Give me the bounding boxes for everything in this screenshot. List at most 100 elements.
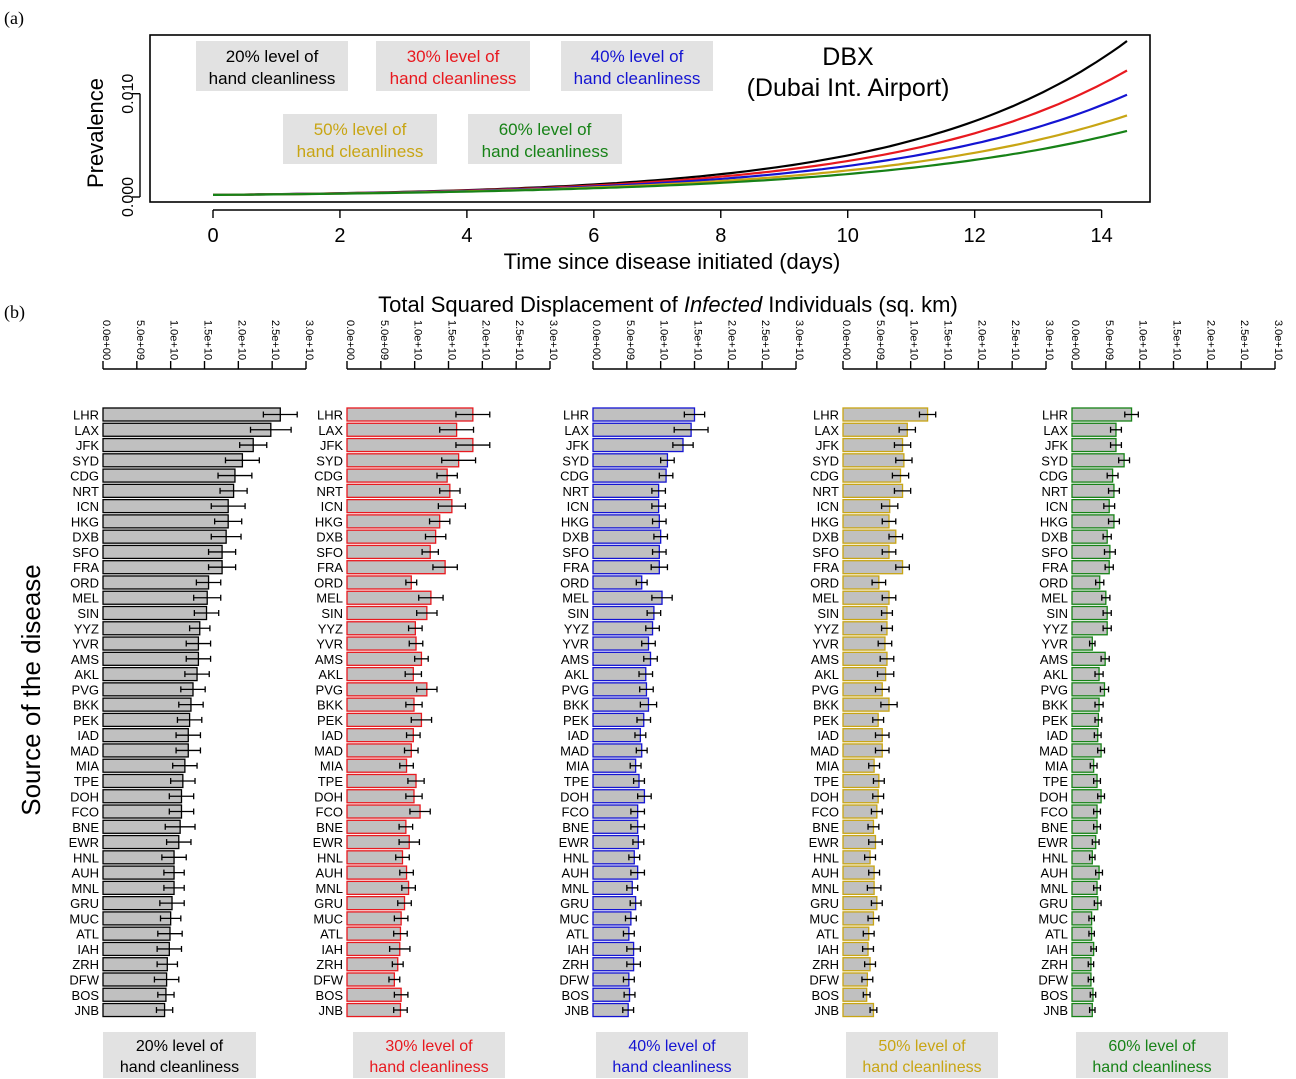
category-label: BKK <box>73 698 99 713</box>
category-label: PVG <box>812 682 839 697</box>
bar-hnl <box>592 850 635 865</box>
category-label: YVR <box>562 637 589 652</box>
x-tick-label: 12 <box>964 225 986 247</box>
category-label: TPE <box>1043 774 1069 789</box>
bar-sfo <box>592 544 660 560</box>
category-label: EWR <box>559 835 589 850</box>
category-label: HKG <box>1040 514 1068 529</box>
category-label: SIN <box>321 606 343 621</box>
panel-label-line2: hand cleanliness <box>369 1059 488 1076</box>
category-label: MAD <box>560 743 589 758</box>
category-label: ICN <box>77 499 99 514</box>
category-label: ORD <box>314 575 343 590</box>
category-label: BKK <box>317 698 343 713</box>
bar-akl <box>592 666 647 682</box>
category-label: MAD <box>314 743 343 758</box>
category-label: DXB <box>562 530 589 545</box>
category-label: JNB <box>318 1003 343 1018</box>
category-label: BKK <box>1042 698 1068 713</box>
category-label: PVG <box>72 682 99 697</box>
panel-label-bg <box>353 1032 505 1078</box>
category-label: DXB <box>316 530 343 545</box>
bar-bos <box>346 987 402 1002</box>
category-label: ZRH <box>812 957 839 972</box>
top-axis-tick-label: 5.0e+09 <box>378 320 390 360</box>
category-label: GRU <box>70 896 99 911</box>
x-tick-label: 6 <box>588 225 599 247</box>
bar-ord <box>592 575 643 590</box>
category-label: IAH <box>567 942 589 957</box>
y-tick-label: 0.010 <box>120 74 137 114</box>
bar-cdg <box>592 468 667 483</box>
x-tick-label: 4 <box>461 225 472 247</box>
category-label: GRU <box>560 896 589 911</box>
category-label: YVR <box>72 637 99 652</box>
x-tick-label: 0 <box>207 225 218 247</box>
category-label: FCO <box>316 805 343 820</box>
category-label: DOH <box>560 789 589 804</box>
category-label: AMS <box>315 652 344 667</box>
airport-name: (Dubai Int. Airport) <box>747 74 950 102</box>
source-axis-label: Source of the disease <box>16 564 46 816</box>
category-label: EWR <box>1038 835 1068 850</box>
category-label: FCO <box>562 805 589 820</box>
category-label: SYD <box>316 453 343 468</box>
legend-text-line1: 40% level of <box>591 47 684 66</box>
category-label: SYD <box>562 453 589 468</box>
top-axis-tick-label: 0.0e+00 <box>100 320 112 360</box>
category-label: NRT <box>563 484 590 499</box>
category-label: BOS <box>812 988 840 1003</box>
category-label: YVR <box>1041 637 1068 652</box>
bar-gru <box>346 895 406 911</box>
bar-yvr <box>346 636 417 651</box>
category-label: AUH <box>812 866 839 881</box>
category-label: IAH <box>321 942 343 957</box>
category-label: BNE <box>812 820 839 835</box>
category-label: LHR <box>563 408 589 423</box>
bar-ams <box>346 651 423 666</box>
category-label: AMS <box>71 652 100 667</box>
category-label: ZRH <box>1041 957 1068 972</box>
category-label: ICN <box>567 499 589 514</box>
top-axis-tick-label: 1.0e+10 <box>908 320 920 360</box>
bar-atl <box>346 926 402 941</box>
panel-label-line1: 60% level of <box>1108 1038 1196 1055</box>
top-axis-tick-label: 2.0e+10 <box>975 320 987 360</box>
category-label: IAD <box>567 728 589 743</box>
top-axis-tick-label: 1.0e+10 <box>658 320 670 360</box>
top-axis-tick-label: 2.5e+10 <box>1009 320 1021 360</box>
category-label: SYD <box>1041 453 1068 468</box>
legend-box-3: 40% level of hand cleanliness <box>561 41 713 91</box>
bar-jnb <box>842 1002 875 1018</box>
category-label: AUH <box>72 866 99 881</box>
category-label: GRU <box>810 896 839 911</box>
category-label: ORD <box>1039 575 1068 590</box>
category-label: MIA <box>566 759 589 774</box>
bar-lax <box>102 422 272 437</box>
category-label: YYZ <box>74 621 99 636</box>
category-label: SFO <box>562 545 589 560</box>
category-label: TPE <box>814 774 840 789</box>
bar-bos <box>102 987 167 1002</box>
top-axis-tick-label: 1.5e+10 <box>692 320 704 360</box>
category-label: BKK <box>813 698 839 713</box>
category-label: MUC <box>313 911 343 926</box>
top-axis-tick-label: 3.0e+10 <box>547 320 559 360</box>
category-label: SFO <box>1041 545 1068 560</box>
category-label: SIN <box>817 606 839 621</box>
top-axis-tick-label: 2.5e+10 <box>269 320 281 360</box>
category-label: HNL <box>813 850 839 865</box>
legend-text-line1: 50% level of <box>314 120 407 139</box>
category-label: DFW <box>1038 972 1068 987</box>
bar-doh <box>592 789 646 804</box>
panel-label-line2: hand cleanliness <box>1092 1059 1211 1076</box>
bar-pvg <box>346 682 428 697</box>
bar-gru <box>592 895 637 911</box>
legend-box-4: 50% level of hand cleanliness <box>283 114 437 164</box>
bar-sin <box>346 605 428 621</box>
category-label: DOH <box>810 789 839 804</box>
bar-panel-1: 0.0e+00 5.0e+09 1.0e+10 1.5e+10 2.0e+10 2.5e+… <box>69 320 315 1078</box>
category-label: LAX <box>564 423 589 438</box>
bar-panel-4: 0.0e+00 5.0e+09 1.0e+10 1.5e+10 2.0e+10 2.5e+… <box>809 320 1055 1078</box>
